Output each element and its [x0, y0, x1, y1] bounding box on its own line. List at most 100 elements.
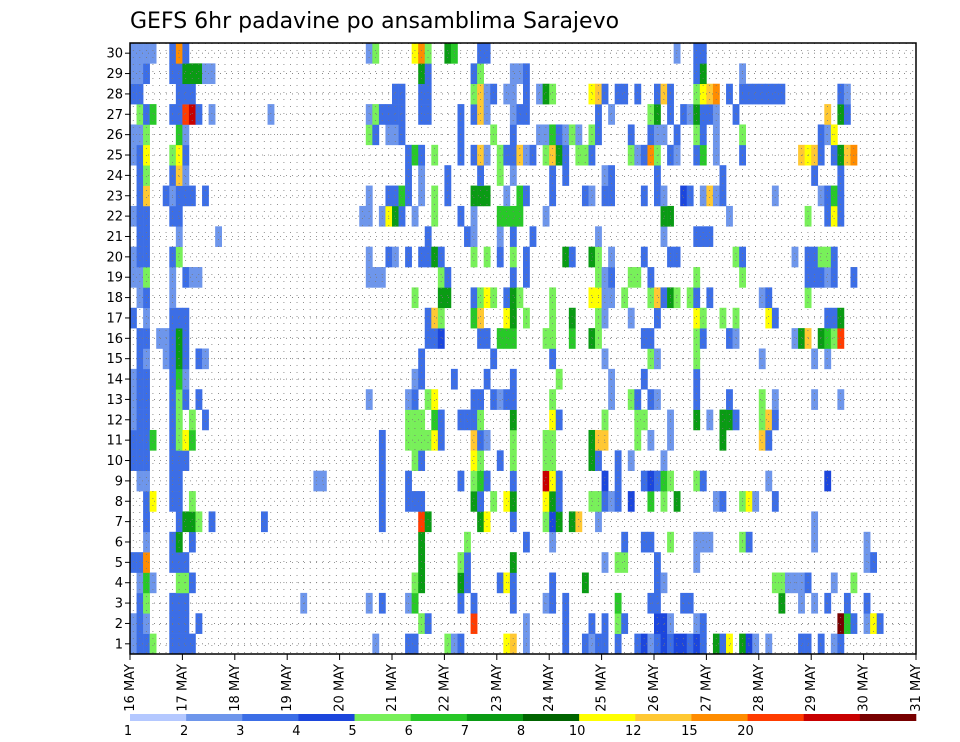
- heatmap-cell: [175, 409, 183, 431]
- heatmap-cell: [437, 429, 445, 451]
- heatmap-cell: [588, 246, 596, 268]
- heatmap-cell: [693, 104, 701, 125]
- heatmap-cell: [621, 287, 629, 309]
- y-tick-label: 16: [106, 332, 123, 347]
- heatmap-cell: [483, 328, 491, 349]
- heatmap-cell: [431, 429, 439, 451]
- heatmap-cell: [863, 613, 871, 634]
- heatmap-cell: [411, 429, 419, 451]
- heatmap-cell: [175, 531, 183, 553]
- heatmap-cell: [444, 287, 452, 309]
- heatmap-cell: [411, 43, 419, 64]
- heatmap-cell: [182, 104, 190, 125]
- y-tick-label: 28: [106, 87, 123, 102]
- heatmap-cell: [837, 165, 845, 186]
- heatmap-cell: [765, 83, 773, 105]
- x-tick-label: 21 MAY: [385, 664, 400, 712]
- y-tick-label: 24: [106, 169, 123, 184]
- heatmap-cell: [608, 491, 615, 512]
- heatmap-cell: [424, 613, 432, 634]
- heatmap-cell: [824, 246, 832, 268]
- heatmap-cell: [712, 491, 720, 512]
- heatmap-cell: [182, 43, 190, 64]
- heatmap-cell: [758, 389, 766, 410]
- heatmap-cell: [202, 63, 209, 85]
- y-tick-label: 14: [106, 373, 123, 388]
- x-tick-label: 26 MAY: [647, 664, 662, 712]
- heatmap-cell: [130, 409, 137, 431]
- heatmap-cell: [182, 511, 190, 533]
- heatmap-cell: [143, 491, 150, 512]
- y-tick-label: 2: [115, 617, 123, 632]
- heatmap-cell: [726, 205, 733, 227]
- heatmap-cell: [175, 165, 183, 186]
- heatmap-cell: [182, 63, 190, 85]
- heatmap-cell: [188, 511, 196, 533]
- heatmap-cell: [647, 389, 655, 410]
- heatmap-cell: [843, 613, 851, 634]
- heatmap-cell: [175, 429, 183, 451]
- heatmap-cell: [477, 43, 484, 64]
- heatmap-cell: [444, 633, 452, 655]
- colorbar-label: 8: [517, 724, 525, 739]
- heatmap-cell: [405, 246, 412, 268]
- heatmap-cell: [490, 287, 498, 309]
- colorbar-swatch: [747, 714, 805, 721]
- heatmap-cell: [837, 307, 845, 329]
- heatmap-cell: [483, 470, 491, 492]
- heatmap-cell: [509, 307, 517, 329]
- heatmap-cell: [673, 43, 681, 64]
- heatmap-cell: [830, 185, 838, 207]
- heatmap-cell: [188, 491, 196, 512]
- heatmap-cell: [195, 267, 203, 288]
- colorbar: 1 2 3 4 5 6 7 8 10 12 15 20: [124, 714, 917, 739]
- heatmap-cell: [542, 83, 550, 105]
- heatmap-cell: [837, 389, 845, 410]
- heatmap-cell: [706, 104, 714, 125]
- heatmap-cell: [509, 389, 517, 410]
- heatmap-cell: [208, 63, 216, 85]
- heatmap-cell: [706, 409, 714, 431]
- heatmap-cell: [431, 328, 439, 349]
- heatmap-cell: [817, 328, 825, 349]
- heatmap-cell: [470, 205, 478, 227]
- heatmap-cell: [647, 531, 655, 553]
- heatmap-cell: [660, 450, 668, 471]
- heatmap-cell: [549, 429, 557, 451]
- heatmap-cell: [149, 429, 157, 451]
- heatmap-cell: [509, 328, 517, 349]
- heatmap-cell: [483, 429, 491, 451]
- heatmap-cell: [693, 83, 701, 105]
- heatmap-cell: [588, 633, 596, 655]
- heatmap-cell: [477, 307, 484, 329]
- heatmap-cell: [130, 307, 137, 329]
- heatmap-cell: [136, 613, 144, 634]
- heatmap-cell: [424, 307, 432, 329]
- heatmap-cell: [182, 552, 190, 573]
- y-tick-label: 5: [115, 556, 123, 571]
- heatmap-cell: [182, 450, 190, 471]
- heatmap-cell: [608, 185, 615, 207]
- y-tick-label: 20: [106, 250, 123, 265]
- heatmap-cell: [575, 511, 583, 533]
- heatmap-cell: [424, 104, 432, 125]
- colorbar-label: 15: [681, 724, 698, 739]
- heatmap-cell: [601, 307, 609, 329]
- heatmap-cell: [437, 246, 445, 268]
- heatmap-cell: [175, 43, 183, 64]
- heatmap-cell: [640, 531, 648, 553]
- heatmap-cell: [136, 409, 144, 431]
- heatmap-cell: [175, 450, 183, 471]
- heatmap-cell: [470, 450, 478, 471]
- heatmap-cell: [130, 246, 137, 268]
- heatmap-cell: [699, 226, 707, 247]
- heatmap-cell: [143, 552, 150, 573]
- heatmap-cell: [509, 552, 517, 573]
- heatmap-cell: [182, 328, 190, 349]
- heatmap-cell: [182, 267, 190, 288]
- heatmap-cell: [549, 307, 557, 329]
- heatmap-cell: [549, 470, 557, 492]
- heatmap-cell: [542, 511, 550, 533]
- heatmap-cell: [608, 246, 615, 268]
- colorbar-swatch: [523, 714, 580, 721]
